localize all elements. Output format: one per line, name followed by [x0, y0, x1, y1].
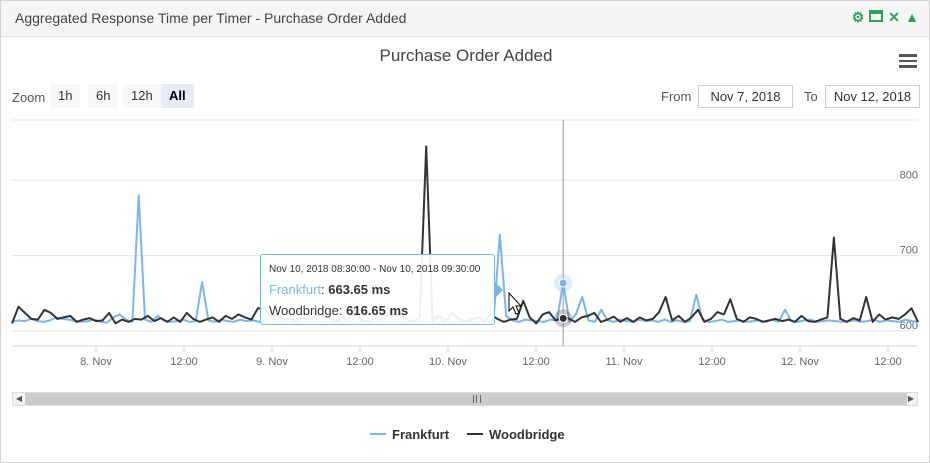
close-icon[interactable]: ✕: [888, 9, 900, 25]
grip-icon: [473, 395, 481, 403]
x-tick-label: 11. Nov: [605, 356, 643, 368]
zoom-all-button[interactable]: All: [161, 84, 194, 108]
legend-label-frankfurt: Frankfurt: [392, 426, 450, 442]
x-tick-label: 12:00: [698, 356, 726, 368]
x-tick-label: 12:00: [346, 356, 374, 368]
x-tick-label: 8. Nov: [80, 356, 112, 368]
legend-item-frankfurt[interactable]: Frankfurt: [370, 426, 449, 442]
scroll-left-icon[interactable]: ◀: [15, 394, 23, 403]
legend-label-woodbridge: Woodbridge: [489, 426, 565, 442]
chart-title: Purchase Order Added: [379, 46, 553, 65]
to-date-input[interactable]: Nov 12, 2018: [825, 85, 920, 108]
to-label: To: [804, 89, 818, 104]
tooltip-header: Nov 10, 2018 08:30:00 - Nov 10, 2018 09:…: [269, 264, 481, 275]
gear-icon[interactable]: ⚙: [851, 9, 865, 25]
y-tick-label: 800: [900, 169, 918, 181]
x-tick-label: 12. Nov: [781, 356, 819, 368]
widget-tools: ⚙ ✕ ▲: [851, 9, 919, 25]
navigator-scrollbar[interactable]: ◀ ▶: [12, 392, 918, 406]
from-date-input[interactable]: Nov 7, 2018: [698, 85, 793, 108]
scroll-right-icon[interactable]: ▶: [907, 394, 915, 403]
mouse-cursor-icon: [508, 291, 523, 315]
tooltip-woodbridge-label: Woodbridge: [269, 303, 339, 318]
tooltip-arrow: [495, 282, 503, 298]
from-label: From: [661, 89, 692, 104]
maximize-icon[interactable]: [869, 9, 883, 25]
x-tick-label: 12:00: [522, 356, 550, 368]
woodbridge-swatch: [467, 433, 483, 435]
tooltip-woodbridge-row: Woodbridge: 616.65 ms: [269, 303, 409, 318]
y-tick-label: 600: [900, 320, 918, 332]
x-tick-label: 12:00: [874, 356, 902, 368]
widget-title: Aggregated Response Time per Timer - Pur…: [15, 10, 407, 26]
woodbridge-hover-point: [558, 313, 568, 323]
frankfurt-swatch: [370, 433, 386, 435]
zoom-1h-button[interactable]: 1h: [50, 84, 81, 108]
menu-icon[interactable]: [899, 54, 917, 68]
tooltip-frankfurt-row: Frankfurt: 663.65 ms: [269, 282, 391, 297]
tooltip-frankfurt-value: 663.65 ms: [328, 282, 391, 297]
frankfurt-hover-point: [558, 278, 568, 288]
widget-header: Aggregated Response Time per Timer - Pur…: [1, 1, 929, 37]
y-tick-label: 700: [900, 245, 918, 257]
x-tick-label: 12:00: [170, 356, 198, 368]
scroll-thumb[interactable]: [25, 393, 907, 405]
x-tick-label: 9. Nov: [256, 356, 288, 368]
zoom-label: Zoom: [12, 90, 46, 105]
zoom-12h-button[interactable]: 12h: [123, 84, 161, 108]
legend-item-woodbridge[interactable]: Woodbridge: [467, 426, 565, 442]
tooltip-frankfurt-label: Frankfurt: [269, 282, 322, 297]
zoom-6h-button[interactable]: 6h: [88, 84, 119, 108]
x-tick-label: 10. Nov: [429, 356, 467, 368]
collapse-icon[interactable]: ▲: [905, 9, 919, 25]
tooltip: Nov 10, 2018 08:30:00 - Nov 10, 2018 09:…: [260, 254, 495, 325]
tooltip-woodbridge-value: 616.65 ms: [346, 303, 409, 318]
